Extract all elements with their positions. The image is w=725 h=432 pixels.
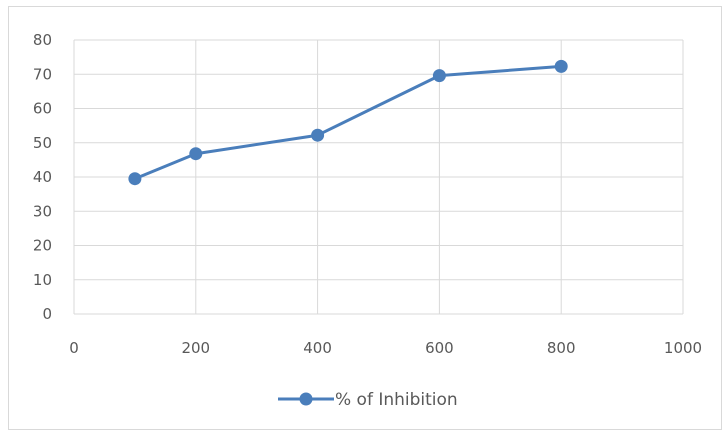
x-tick-label: 800	[547, 339, 576, 357]
legend-label: % of Inhibition	[335, 390, 458, 410]
grid	[73, 39, 684, 315]
y-tick-label: 60	[33, 100, 52, 118]
chart-area	[8, 6, 722, 430]
y-tick-label: 0	[42, 305, 52, 323]
legend-marker	[299, 392, 313, 406]
y-tick-label: 70	[33, 65, 52, 83]
y-tick-label: 10	[33, 271, 52, 289]
data-point	[554, 59, 568, 73]
x-tick-label: 0	[69, 339, 79, 357]
x-tick-label: 1000	[664, 339, 702, 357]
legend: % of Inhibition	[278, 390, 458, 410]
y-tick-label: 50	[33, 134, 52, 152]
y-tick-label: 30	[33, 202, 52, 220]
y-axis-ticks: 0 10 20 30 40 50 60 70 80	[33, 31, 52, 323]
x-tick-label: 600	[425, 339, 454, 357]
series-group	[128, 59, 568, 186]
x-tick-label: 400	[303, 339, 332, 357]
y-tick-label: 80	[33, 31, 52, 49]
series-line	[134, 64, 562, 181]
x-axis-ticks: 0 200 400 600 800 1000	[69, 339, 702, 357]
data-point	[311, 128, 325, 142]
data-point	[128, 172, 142, 186]
y-tick-label: 20	[33, 237, 52, 255]
data-point	[432, 69, 446, 83]
x-tick-label: 200	[181, 339, 210, 357]
data-point	[189, 147, 203, 161]
y-tick-label: 40	[33, 168, 52, 186]
